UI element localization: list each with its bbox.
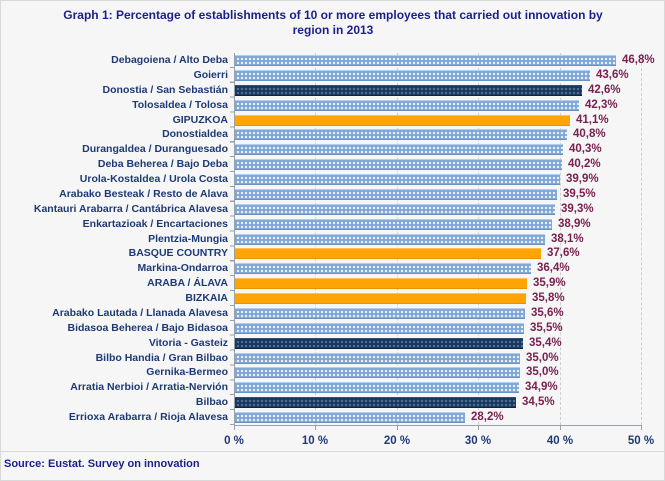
bar-orange <box>235 278 527 289</box>
bar-navy <box>235 338 523 349</box>
y-axis-line <box>234 53 235 425</box>
bar-orange <box>235 293 526 304</box>
value-label: 35,8% <box>532 292 565 304</box>
category-label: Goierri <box>193 69 228 81</box>
x-tick <box>641 426 642 430</box>
value-label: 42,3% <box>585 99 618 111</box>
source-note: Source: Eustat. Survey on innovation <box>4 458 200 470</box>
value-label: 39,3% <box>561 203 594 215</box>
value-label: 42,6% <box>588 84 621 96</box>
bar-blue <box>235 70 590 81</box>
gridline <box>560 53 561 425</box>
footer-divider <box>1 451 664 452</box>
category-label: Errioxa Arabarra / Rioja Alavesa <box>68 411 228 423</box>
value-label: 40,8% <box>573 128 606 140</box>
chart-title: Graph 1: Percentage of establishments of… <box>63 8 603 37</box>
category-label: Donostia / San Sebastián <box>102 84 228 96</box>
x-tick <box>560 426 561 430</box>
category-label: Vitoria - Gasteiz <box>148 337 228 349</box>
category-label: Arabako Lautada / Llanada Alavesa <box>52 307 228 319</box>
value-label: 38,1% <box>551 233 584 245</box>
value-label: 35,0% <box>526 366 559 378</box>
value-label: 28,2% <box>471 411 504 423</box>
value-label: 35,5% <box>530 322 563 334</box>
value-label: 46,8% <box>622 54 655 66</box>
value-label: 38,9% <box>558 218 591 230</box>
x-tick-label: 20 % <box>383 435 411 447</box>
bar-blue <box>235 55 616 66</box>
plot-area: 46,8% 43,6% 42,6% 42,3% 41,1% 40,8% 40,3% 40,2%… <box>224 53 664 447</box>
category-label: Markina-Ondarroa <box>137 262 228 274</box>
bar-blue <box>235 308 525 319</box>
category-label: Enkartazioak / Encartaciones <box>82 218 228 230</box>
bar-blue <box>235 353 520 364</box>
category-label: Plentzia-Mungia <box>148 233 228 245</box>
category-label: BIZKAIA <box>185 292 228 304</box>
category-label: Bidasoa Beherea / Bajo Bidasoa <box>67 322 228 334</box>
category-labels: Debagoiena / Alto Deba Goierri Donostia / … <box>1 53 228 425</box>
category-label: Urola-Kostaldea / Urola Costa <box>79 173 228 185</box>
value-label: 43,6% <box>596 69 629 81</box>
value-label: 40,2% <box>568 158 601 170</box>
value-label: 37,6% <box>547 247 580 259</box>
bar-blue <box>235 174 560 185</box>
value-label: 34,5% <box>522 396 555 408</box>
x-tick <box>315 426 316 430</box>
value-label: 35,4% <box>529 337 562 349</box>
bar-blue <box>235 323 524 334</box>
x-tick <box>397 426 398 430</box>
x-tick-label: 10 % <box>301 435 329 447</box>
category-label: Deba Beherea / Bajo Deba <box>97 158 228 170</box>
bar-blue <box>235 100 579 111</box>
x-tick <box>478 426 479 430</box>
x-axis-line <box>234 425 642 426</box>
bar-blue <box>235 159 562 170</box>
value-label: 39,9% <box>566 173 599 185</box>
value-label: 36,4% <box>537 262 570 274</box>
bar-blue <box>235 189 557 200</box>
value-label: 35,0% <box>526 352 559 364</box>
bar-blue <box>235 263 531 274</box>
value-label: 40,3% <box>569 143 602 155</box>
value-label: 39,5% <box>563 188 596 200</box>
gridline <box>641 53 642 425</box>
x-tick <box>234 426 235 430</box>
bar-blue <box>235 204 555 215</box>
bar-blue <box>235 412 465 423</box>
category-label: GIPUZKOA <box>172 114 228 126</box>
bar-blue <box>235 144 563 155</box>
x-tick-label: 0 % <box>224 435 244 447</box>
category-label: Bilbo Handia / Gran Bilbao <box>95 352 228 364</box>
category-label: ARABA / ÁLAVA <box>147 277 228 289</box>
category-label: Durangaldea / Duranguesado <box>82 143 228 155</box>
value-label: 35,9% <box>533 277 566 289</box>
category-label: Kantauri Arabarra / Cantábrica Alavesa <box>33 203 228 215</box>
y-axis-ticks <box>230 53 234 425</box>
category-label: Donostialdea <box>162 128 228 140</box>
bar-blue <box>235 219 552 230</box>
value-label: 34,9% <box>525 381 558 393</box>
category-label: Arabako Besteak / Resto de Alava <box>59 188 228 200</box>
category-label: Tolosaldea / Tolosa <box>132 99 228 111</box>
category-label: Gernika-Bermeo <box>146 366 228 378</box>
bar-orange <box>235 115 570 126</box>
value-label: 41,1% <box>576 114 609 126</box>
bar-blue <box>235 367 520 378</box>
bar-blue <box>235 234 545 245</box>
category-label: BASQUE COUNTRY <box>128 247 228 259</box>
x-tick-label: 30 % <box>464 435 492 447</box>
category-label: Debagoiena / Alto Deba <box>111 54 228 66</box>
category-label: Bilbao <box>195 396 228 408</box>
bar-blue <box>235 129 567 140</box>
x-tick-label: 50 % <box>627 435 655 447</box>
x-tick-label: 40 % <box>546 435 574 447</box>
bar-navy <box>235 85 582 96</box>
bar-navy <box>235 397 516 408</box>
category-label: Arratia Nerbioi / Arratia-Nervión <box>70 381 228 393</box>
bar-orange <box>235 248 541 259</box>
value-label: 35,6% <box>531 307 564 319</box>
bar-blue <box>235 382 519 393</box>
